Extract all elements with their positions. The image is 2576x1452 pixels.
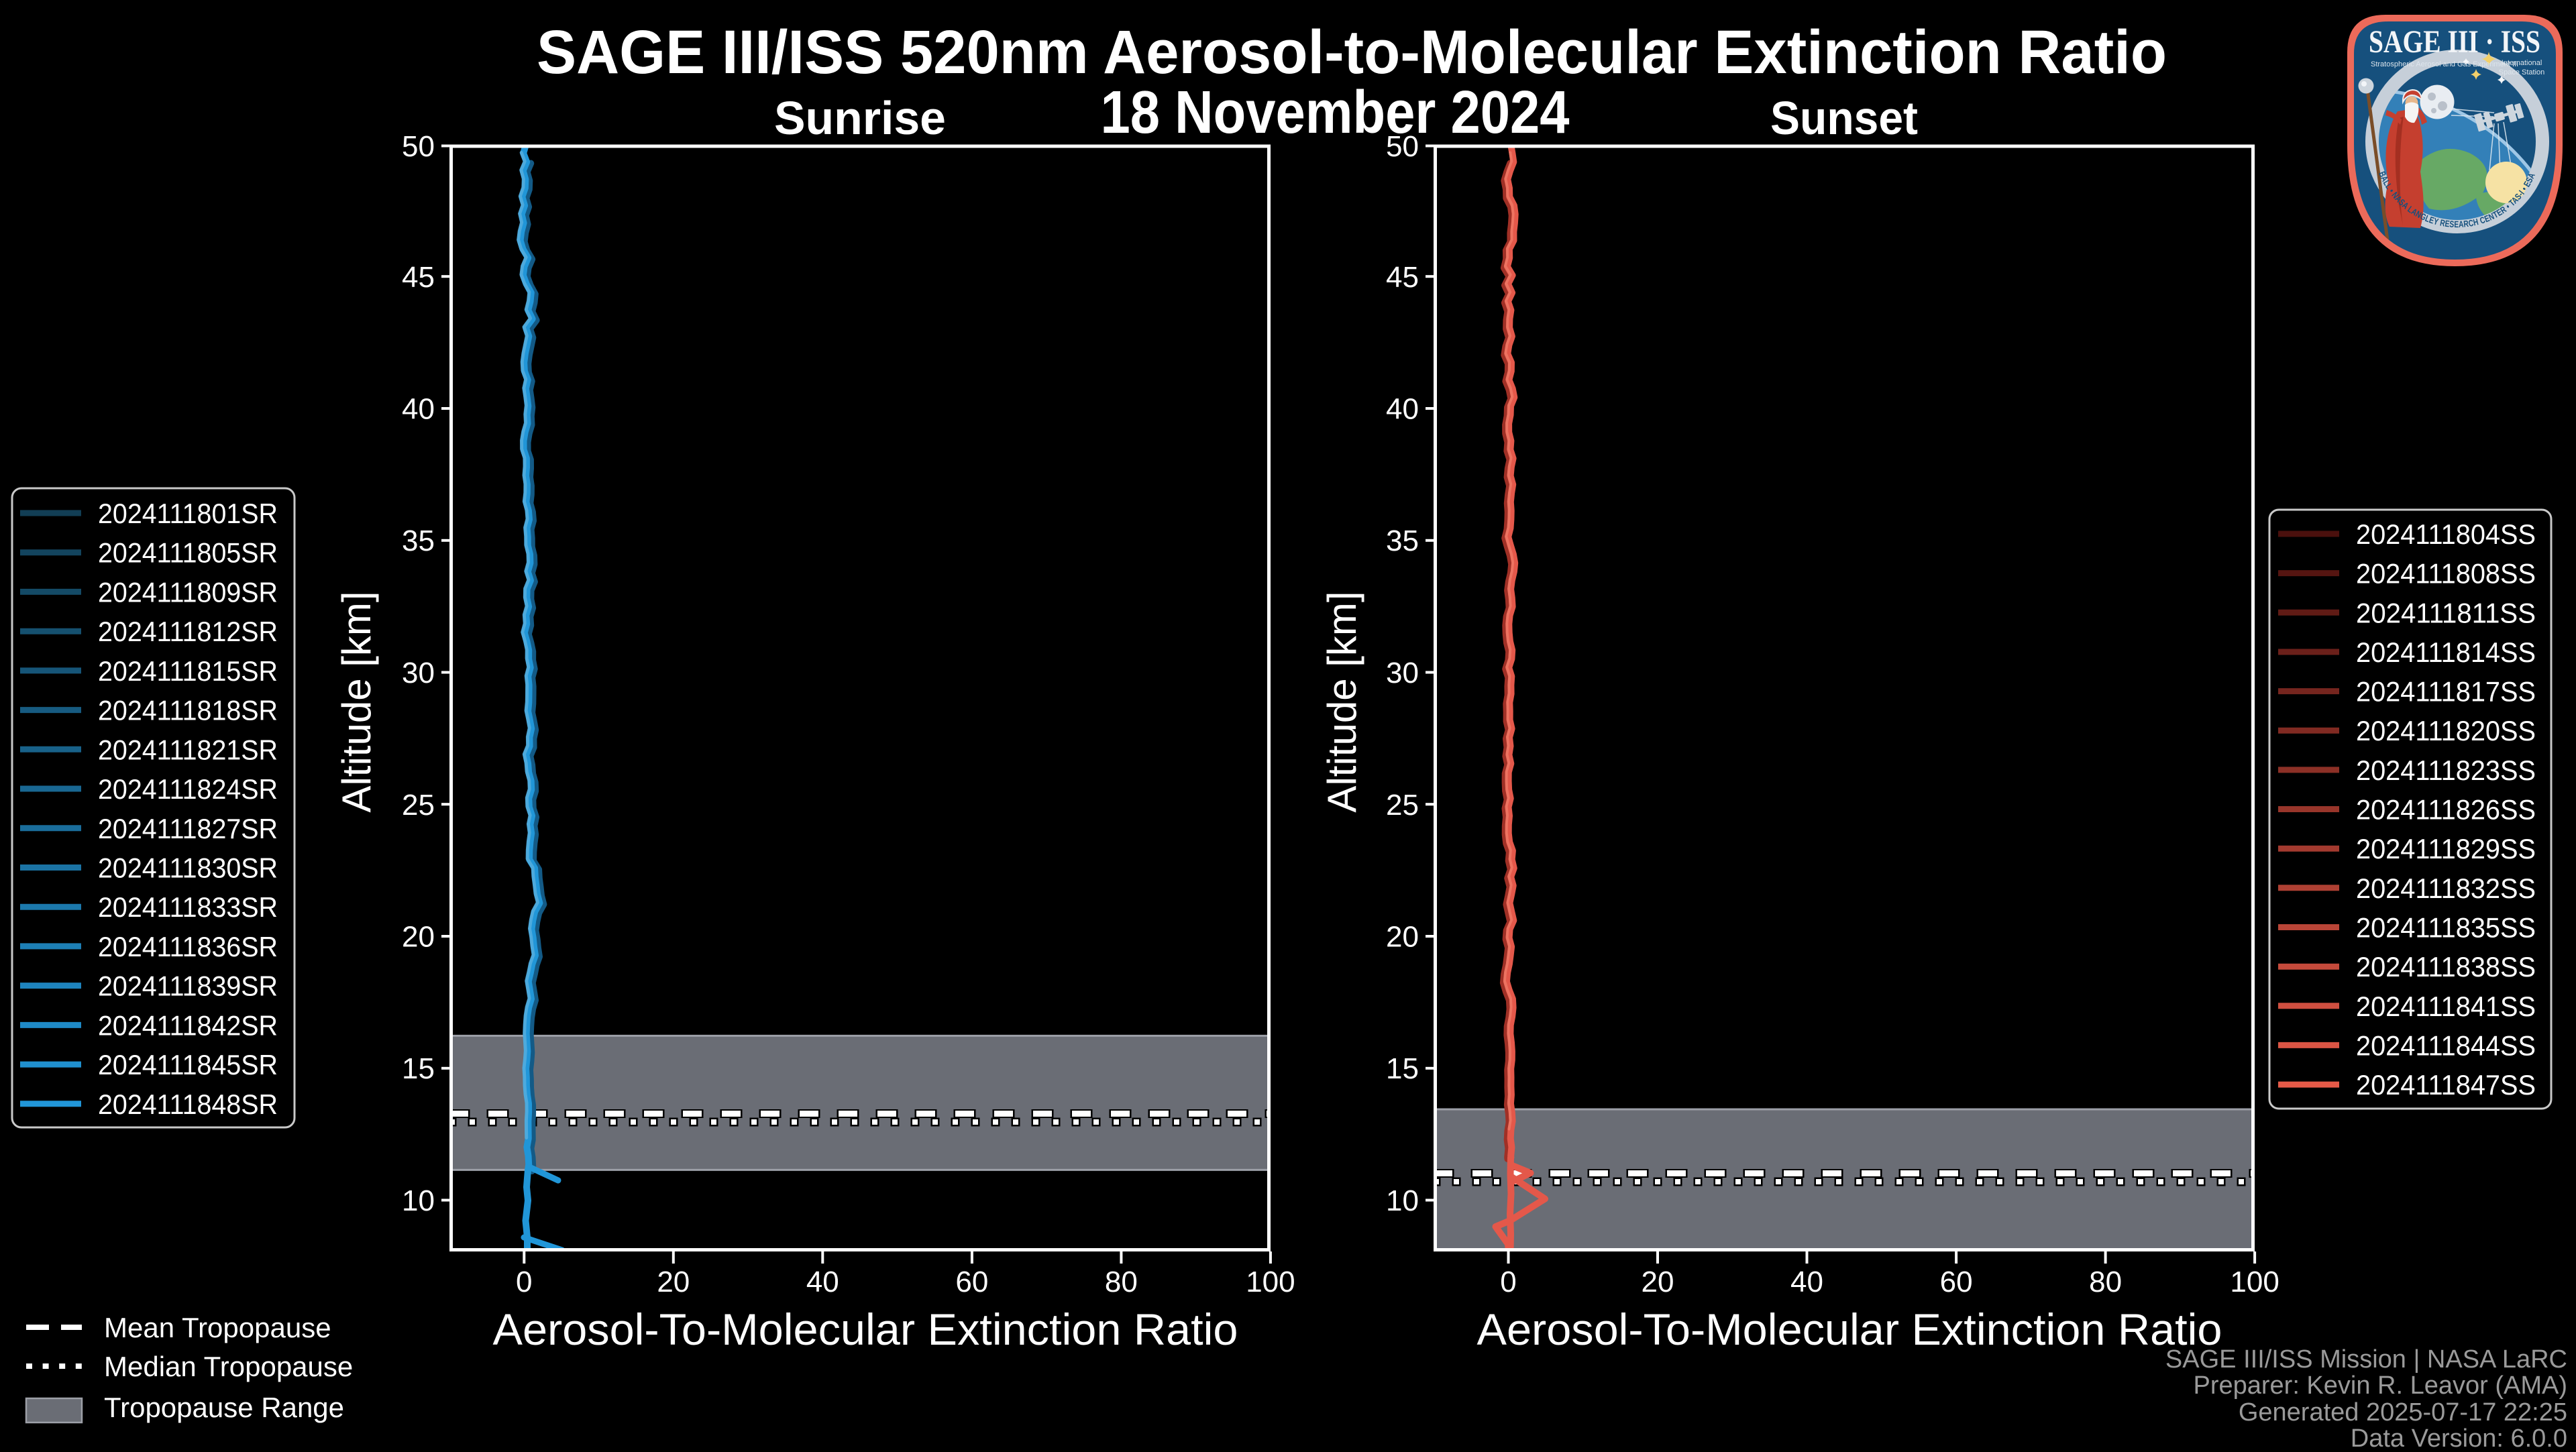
svg-text:Space Station: Space Station xyxy=(2499,68,2545,76)
svg-text:50: 50 xyxy=(1386,130,1419,163)
svg-text:2024111833SR: 2024111833SR xyxy=(98,891,278,923)
svg-text:2024111812SR: 2024111812SR xyxy=(98,616,278,647)
svg-text:Altitude [km]: Altitude [km] xyxy=(1320,591,1364,812)
svg-text:20: 20 xyxy=(1386,921,1419,954)
svg-text:Aerosol-To-Molecular Extinctio: Aerosol-To-Molecular Extinction Ratio xyxy=(493,1304,1238,1354)
svg-text:2024111847SS: 2024111847SS xyxy=(2356,1069,2536,1101)
svg-text:2024111829SS: 2024111829SS xyxy=(2356,833,2536,864)
svg-text:2024111827SR: 2024111827SR xyxy=(98,813,278,844)
svg-text:40: 40 xyxy=(806,1266,839,1298)
svg-text:Sunset: Sunset xyxy=(1770,92,1918,144)
svg-text:2024111815SR: 2024111815SR xyxy=(98,655,278,687)
svg-text:2024111818SR: 2024111818SR xyxy=(98,695,278,726)
svg-text:30: 30 xyxy=(1386,657,1419,689)
svg-text:SAGE III · ISS: SAGE III · ISS xyxy=(2369,24,2540,60)
svg-text:2024111844SS: 2024111844SS xyxy=(2356,1029,2536,1061)
svg-text:80: 80 xyxy=(1105,1266,1138,1298)
svg-text:15: 15 xyxy=(1386,1052,1419,1085)
svg-text:Aerosol-To-Molecular Extinctio: Aerosol-To-Molecular Extinction Ratio xyxy=(1477,1304,2222,1354)
svg-text:15: 15 xyxy=(402,1052,435,1085)
svg-text:2024111838SS: 2024111838SS xyxy=(2356,951,2536,983)
svg-text:40: 40 xyxy=(1386,393,1419,426)
svg-text:45: 45 xyxy=(402,261,435,294)
svg-text:SAGE III/ISS 520nm Aerosol-to-: SAGE III/ISS 520nm Aerosol-to-Molecular … xyxy=(537,18,2167,87)
svg-text:2024111811SS: 2024111811SS xyxy=(2356,597,2536,628)
svg-text:2024111817SS: 2024111817SS xyxy=(2356,676,2536,708)
svg-text:40: 40 xyxy=(402,393,435,426)
svg-text:Altitude [km]: Altitude [km] xyxy=(334,591,379,812)
svg-text:2024111808SS: 2024111808SS xyxy=(2356,558,2536,590)
svg-text:2024111804SS: 2024111804SS xyxy=(2356,518,2536,550)
svg-text:2024111824SR: 2024111824SR xyxy=(98,773,278,805)
svg-text:40: 40 xyxy=(1790,1266,1823,1298)
svg-text:100: 100 xyxy=(1246,1266,1295,1298)
svg-text:Preparer: Kevin R. Leavor (AMA: Preparer: Kevin R. Leavor (AMA) xyxy=(2193,1372,2567,1400)
svg-text:Sunrise: Sunrise xyxy=(774,92,946,144)
svg-text:100: 100 xyxy=(2230,1266,2279,1298)
svg-text:2024111841SS: 2024111841SS xyxy=(2356,991,2536,1022)
svg-text:25: 25 xyxy=(1386,789,1419,822)
svg-text:80: 80 xyxy=(2089,1266,2122,1298)
svg-text:0: 0 xyxy=(1500,1266,1516,1298)
svg-text:2024111835SS: 2024111835SS xyxy=(2356,912,2536,944)
svg-text:35: 35 xyxy=(402,524,435,557)
svg-text:2024111842SR: 2024111842SR xyxy=(98,1009,278,1041)
svg-text:2024111830SR: 2024111830SR xyxy=(98,852,278,884)
svg-text:2024111826SS: 2024111826SS xyxy=(2356,794,2536,826)
svg-text:2024111801SR: 2024111801SR xyxy=(98,498,278,529)
svg-text:30: 30 xyxy=(402,657,435,689)
svg-text:25: 25 xyxy=(402,789,435,822)
svg-text:50: 50 xyxy=(402,130,435,163)
svg-text:2024111832SS: 2024111832SS xyxy=(2356,873,2536,904)
svg-text:18 November 2024: 18 November 2024 xyxy=(1101,79,1570,146)
svg-text:2024111820SS: 2024111820SS xyxy=(2356,715,2536,746)
svg-text:International: International xyxy=(2502,59,2542,67)
svg-text:SAGE III/ISS Mission | NASA La: SAGE III/ISS Mission | NASA LaRC xyxy=(2165,1345,2567,1374)
svg-text:60: 60 xyxy=(1940,1266,1973,1298)
svg-text:10: 10 xyxy=(402,1184,435,1217)
svg-text:2024111805SR: 2024111805SR xyxy=(98,537,278,569)
svg-text:0: 0 xyxy=(516,1266,532,1298)
svg-text:Mean Tropopause: Mean Tropopause xyxy=(104,1312,331,1343)
svg-text:2024111836SR: 2024111836SR xyxy=(98,931,278,962)
svg-text:Median Tropopause: Median Tropopause xyxy=(104,1351,353,1382)
svg-text:2024111809SR: 2024111809SR xyxy=(98,576,278,608)
svg-text:2024111821SR: 2024111821SR xyxy=(98,734,278,765)
svg-text:Generated 2025-07-17 22:25: Generated 2025-07-17 22:25 xyxy=(2239,1398,2567,1427)
svg-text:2024111814SS: 2024111814SS xyxy=(2356,636,2536,668)
svg-text:Tropopause Range: Tropopause Range xyxy=(104,1392,344,1423)
svg-text:45: 45 xyxy=(1386,261,1419,294)
svg-text:Stratospheric Aerosol and Gas: Stratospheric Aerosol and Gas Experiment… xyxy=(2371,60,2518,68)
svg-text:60: 60 xyxy=(955,1266,988,1298)
svg-text:20: 20 xyxy=(1642,1266,1674,1298)
svg-text:Data Version: 6.0.0: Data Version: 6.0.0 xyxy=(2351,1425,2567,1449)
svg-text:20: 20 xyxy=(657,1266,690,1298)
svg-text:35: 35 xyxy=(1386,524,1419,557)
svg-text:10: 10 xyxy=(1386,1184,1419,1217)
svg-text:2024111845SR: 2024111845SR xyxy=(98,1049,278,1080)
svg-text:2024111848SR: 2024111848SR xyxy=(98,1088,278,1120)
svg-text:20: 20 xyxy=(402,921,435,954)
svg-text:2024111823SS: 2024111823SS xyxy=(2356,755,2536,786)
svg-text:2024111839SR: 2024111839SR xyxy=(98,970,278,1002)
